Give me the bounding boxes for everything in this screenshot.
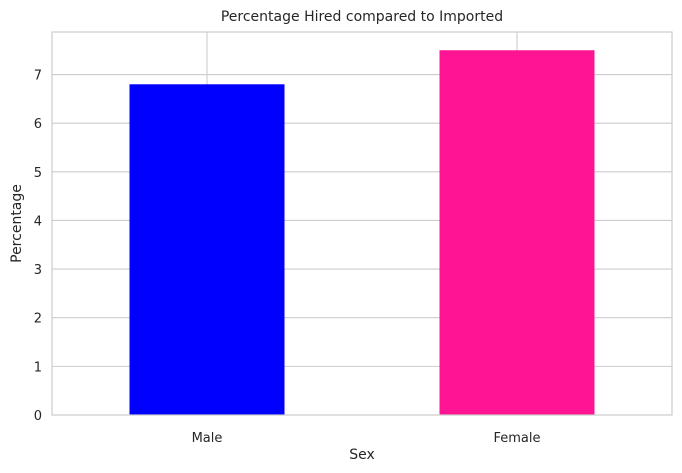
y-axis-label: Percentage xyxy=(9,184,25,263)
y-tick-label: 7 xyxy=(34,69,42,84)
x-axis-ticks: Male Female xyxy=(192,431,541,446)
y-tick-label: 4 xyxy=(34,214,42,229)
y-tick-label: 2 xyxy=(34,312,42,327)
bars xyxy=(129,50,595,416)
x-axis-label: Sex xyxy=(349,447,375,463)
bar-female xyxy=(439,50,595,415)
y-tick-label: 3 xyxy=(34,263,42,278)
x-tick-label: Female xyxy=(493,431,540,446)
plot-frame xyxy=(51,31,673,416)
y-tick-label: 5 xyxy=(34,166,42,181)
y-tick-label: 1 xyxy=(34,360,42,375)
bar-male xyxy=(129,84,285,416)
chart-title: Percentage Hired compared to Imported xyxy=(221,9,503,25)
y-tick-label: 6 xyxy=(34,117,42,132)
x-tick-label: Male xyxy=(192,431,223,446)
y-axis-ticks: 0 1 2 3 4 5 6 7 xyxy=(34,69,42,424)
y-tick-label: 0 xyxy=(34,409,42,424)
